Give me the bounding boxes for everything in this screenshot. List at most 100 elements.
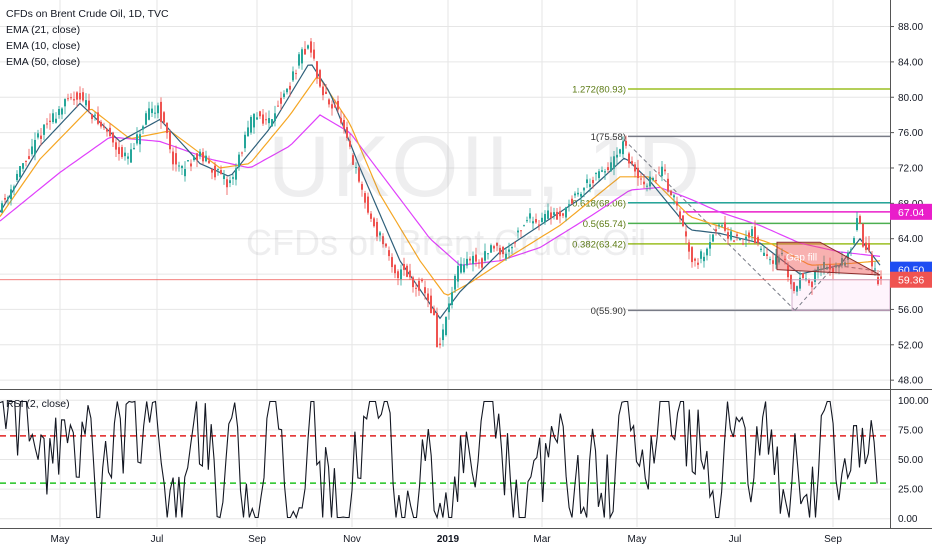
candle-body [757, 237, 759, 244]
candle-body [685, 231, 687, 237]
candle-body [694, 258, 696, 261]
candle-body [4, 197, 6, 200]
candle-body [163, 112, 165, 123]
candle-body [304, 48, 306, 55]
candle-body [292, 71, 294, 81]
candle-body [457, 265, 459, 282]
x-tick-label: May [628, 534, 647, 545]
candle-body [427, 293, 429, 301]
candle-body [520, 230, 522, 232]
legend-symbol[interactable]: CFDs on Brent Crude Oil, 1D, TVC [6, 8, 169, 20]
fib-retracement[interactable]: 1.272(80.93) 1(75.58) 0.618(68.06) 0.5(65.7… [0, 85, 890, 317]
candle-body [745, 236, 747, 240]
rsi-y-tick-label: 100.00 [898, 396, 929, 407]
candle-body [286, 88, 288, 93]
candle-body [241, 152, 243, 154]
candle-body [400, 269, 402, 280]
candle-body [862, 223, 864, 247]
candle-body [607, 167, 609, 170]
candle-body [118, 147, 120, 155]
candle-body [196, 153, 198, 161]
candle-body [445, 316, 447, 336]
candle-body [214, 165, 216, 178]
legend-ema21[interactable]: EMA (21, close) [6, 24, 81, 36]
drawings[interactable]: Gap fill [776, 241, 891, 311]
candle-body [109, 127, 111, 136]
candle-body [67, 98, 69, 100]
candle-body [385, 243, 387, 247]
candle-body [184, 169, 186, 177]
rsi-legend[interactable]: RSI (2, close) [6, 398, 70, 410]
candle-body [289, 85, 291, 90]
candle-body [172, 151, 174, 165]
candle-body [724, 222, 726, 231]
candle-body [55, 118, 57, 123]
candle-body [703, 256, 705, 262]
candle-body [442, 329, 444, 341]
watermark-description: CFDs on Brent Crude Oil [246, 222, 647, 263]
gap-fill-label: Gap fill [786, 252, 817, 263]
candle-body [835, 265, 837, 268]
candle-body [151, 108, 153, 114]
candle-body [181, 166, 183, 169]
rsi-y-tick-label: 75.00 [898, 425, 923, 436]
candle-body [781, 252, 783, 255]
candle-body [805, 278, 807, 280]
candle-body [589, 184, 591, 187]
candle-body [748, 232, 750, 238]
candle-body [373, 218, 375, 227]
candle-body [13, 186, 15, 190]
x-tick-label: Mar [533, 534, 551, 545]
candle-body [370, 213, 372, 219]
price-tag-box [890, 203, 932, 220]
candle-body [778, 257, 780, 263]
candle-body [523, 225, 525, 227]
candle-body [193, 157, 195, 161]
candle-body [253, 113, 255, 128]
candle-body [205, 155, 207, 162]
candle-body [409, 270, 411, 278]
candle-body [772, 260, 774, 264]
candle-body [16, 173, 18, 181]
candle-body [658, 172, 660, 174]
y-tick-label: 84.00 [898, 57, 923, 68]
candle-body [148, 108, 150, 120]
candle-body [244, 134, 246, 149]
y-tick-label: 52.00 [898, 340, 923, 351]
candle-body [484, 251, 486, 261]
candle-body [880, 276, 882, 279]
candle-body [790, 274, 792, 285]
candle-body [673, 195, 675, 198]
candle-body [250, 116, 252, 133]
candle-body [760, 248, 762, 250]
candle-body [649, 176, 651, 187]
candle-body [64, 99, 66, 107]
candle-body [337, 101, 339, 110]
legend-ema50[interactable]: EMA (50, close) [6, 56, 81, 68]
candle-body [1, 203, 3, 213]
legend-ema10[interactable]: EMA (10, close) [6, 40, 81, 52]
candle-body [592, 179, 594, 184]
candle-body [388, 250, 390, 257]
candle-body [547, 210, 549, 219]
candle-body [367, 196, 369, 213]
candle-body [544, 213, 546, 223]
candle-body [85, 100, 87, 106]
candle-body [277, 105, 279, 107]
candle-body [565, 207, 567, 218]
x-tick-label: 2019 [437, 534, 460, 545]
price-tag-box [890, 271, 932, 288]
candle-body [376, 221, 378, 237]
candle-body [73, 99, 75, 101]
candle-body [508, 249, 510, 252]
candle-body [730, 231, 732, 240]
candle-body [496, 243, 498, 246]
candle-body [739, 238, 741, 241]
candle-body [94, 114, 96, 116]
candle-body [769, 259, 771, 261]
candle-body [355, 167, 357, 169]
candle-body [643, 181, 645, 185]
candle-body [487, 253, 489, 255]
candle-body [340, 117, 342, 123]
